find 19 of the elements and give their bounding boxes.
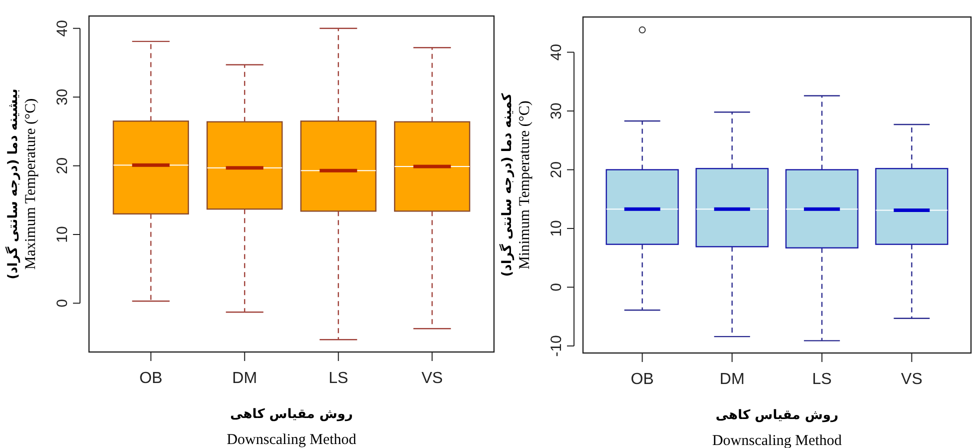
x-tick-label: OB: [630, 371, 654, 388]
y-tick-label: 0: [548, 283, 565, 292]
x-tick-label: LS: [328, 370, 348, 387]
x-tick-label: VS: [901, 371, 922, 388]
x-tick-label: DM: [232, 370, 258, 387]
y-tick-label: 30: [548, 102, 565, 120]
x-tick-label: VS: [421, 370, 443, 387]
y-tick-label: 10: [548, 220, 565, 237]
x-tick-label: DM: [720, 371, 745, 388]
x-tick-label: OB: [139, 370, 162, 387]
y-tick-label: 40: [54, 20, 71, 37]
y-tick-label: 10: [54, 226, 71, 243]
y-tick-label: 40: [548, 44, 565, 61]
y-tick-label: -10: [548, 335, 565, 357]
y-tick-label: 20: [548, 161, 565, 178]
y-tick-label: 30: [54, 88, 71, 106]
y-tick-label: 20: [54, 157, 71, 174]
y-tick-label: 0: [54, 299, 71, 308]
x-tick-label: LS: [812, 371, 832, 388]
